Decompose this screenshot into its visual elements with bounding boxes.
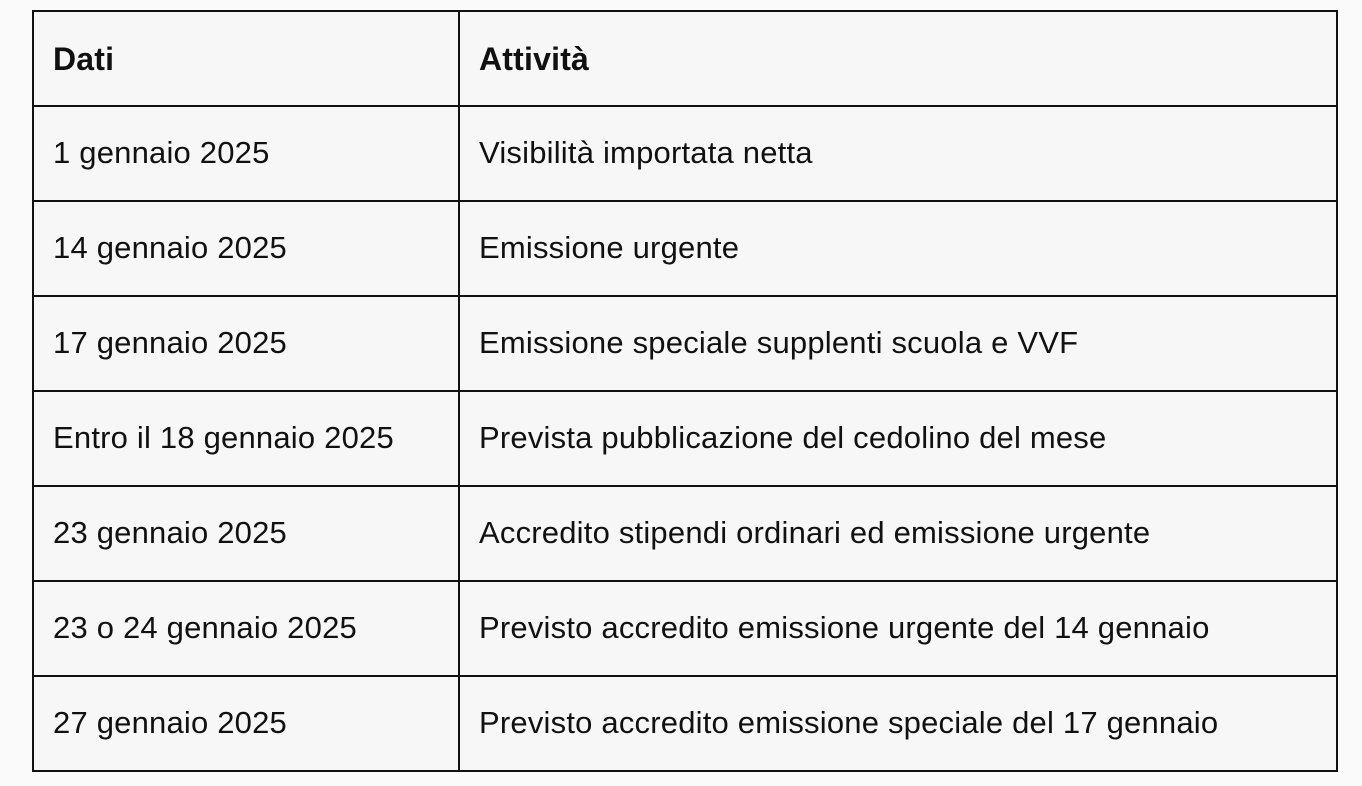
- table-row: 23 gennaio 2025 Accredito stipendi ordina…: [32, 485, 1338, 582]
- activity-cell: Accredito stipendi ordinari ed emissione…: [458, 485, 1338, 582]
- activity-cell: Previsto accredito emissione urgente del…: [458, 580, 1338, 677]
- date-cell: 17 gennaio 2025: [32, 295, 460, 392]
- activity-cell: Previsto accredito emissione speciale de…: [458, 675, 1338, 772]
- schedule-table-container: Dati Attività 1 gennaio 2025 Visibilità i…: [32, 10, 1338, 772]
- column-header-attivita: Attività: [458, 10, 1338, 107]
- date-cell: 14 gennaio 2025: [32, 200, 460, 297]
- date-cell: 1 gennaio 2025: [32, 105, 460, 202]
- table-row: 1 gennaio 2025 Visibilità importata netta: [32, 105, 1338, 202]
- schedule-table: Dati Attività 1 gennaio 2025 Visibilità i…: [32, 10, 1338, 772]
- date-cell: 23 o 24 gennaio 2025: [32, 580, 460, 677]
- activity-cell: Prevista pubblicazione del cedolino del …: [458, 390, 1338, 487]
- table-row: Entro il 18 gennaio 2025 Prevista pubblic…: [32, 390, 1338, 487]
- table-row: 27 gennaio 2025 Previsto accredito emissi…: [32, 675, 1338, 772]
- table-row: 23 o 24 gennaio 2025 Previsto accredito e…: [32, 580, 1338, 677]
- table-header-row: Dati Attività: [32, 10, 1338, 107]
- date-cell: 27 gennaio 2025: [32, 675, 460, 772]
- activity-cell: Visibilità importata netta: [458, 105, 1338, 202]
- activity-cell: Emissione speciale supplenti scuola e VV…: [458, 295, 1338, 392]
- activity-cell: Emissione urgente: [458, 200, 1338, 297]
- column-header-dati: Dati: [32, 10, 460, 107]
- date-cell: Entro il 18 gennaio 2025: [32, 390, 460, 487]
- date-cell: 23 gennaio 2025: [32, 485, 460, 582]
- table-row: 17 gennaio 2025 Emissione speciale supple…: [32, 295, 1338, 392]
- table-row: 14 gennaio 2025 Emissione urgente: [32, 200, 1338, 297]
